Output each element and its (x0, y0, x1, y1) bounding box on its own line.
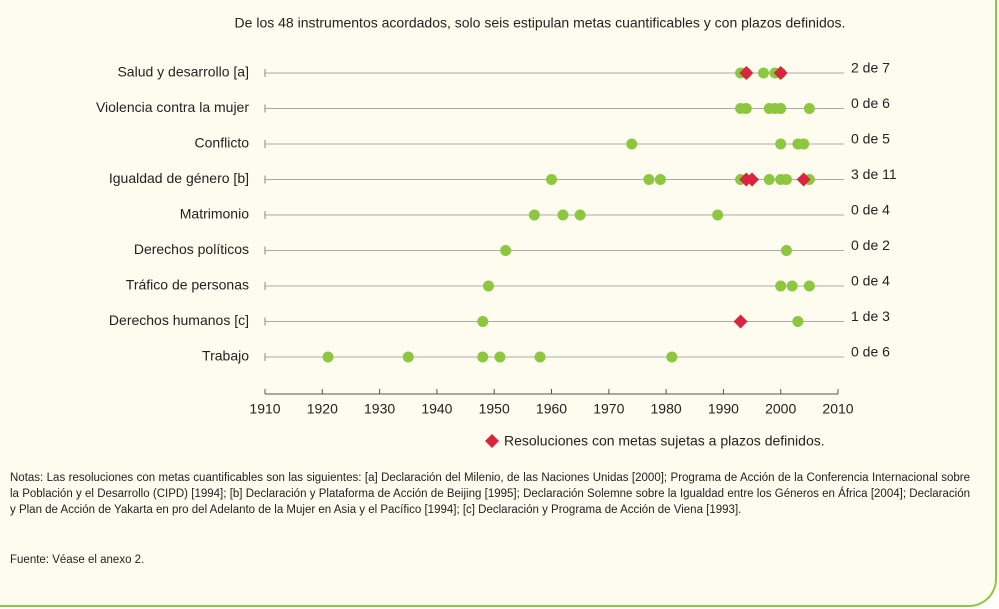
right-label: 0 de 4 (851, 202, 890, 218)
point (322, 351, 334, 363)
x-tick-label: 1930 (364, 401, 395, 417)
point (740, 103, 752, 114)
right-label: 0 de 4 (851, 273, 890, 289)
point (546, 174, 557, 185)
x-tick-label: 1940 (421, 401, 452, 417)
category-label: Trabajo (202, 348, 249, 364)
x-tick-label: 2000 (765, 401, 796, 417)
point (763, 174, 775, 185)
point (534, 351, 546, 363)
point-diamond (733, 314, 748, 329)
point (798, 138, 810, 150)
x-tick-label: 1970 (593, 401, 624, 417)
point (775, 103, 787, 114)
right-label: 0 de 5 (851, 131, 890, 147)
point (780, 174, 792, 185)
point (654, 174, 666, 185)
point-diamond (796, 172, 811, 187)
right-label: 0 de 6 (851, 95, 890, 111)
right-label: 2 de 7 (851, 60, 890, 76)
category-label: Derechos políticos (134, 241, 249, 257)
point (643, 174, 655, 185)
point (528, 209, 540, 221)
x-tick-label: 1920 (307, 401, 338, 417)
category-label: Salud y desarrollo [a] (117, 64, 249, 80)
point (482, 280, 494, 292)
point (786, 280, 798, 292)
point (803, 103, 815, 114)
category-label: Derechos humanos [c] (109, 312, 249, 328)
point (758, 67, 770, 79)
right-label: 1 de 3 (851, 308, 890, 324)
legend-marker (485, 434, 499, 448)
point-diamond (773, 66, 788, 80)
x-tick-label: 1980 (651, 401, 682, 417)
point (792, 316, 804, 327)
point (775, 280, 787, 292)
x-tick-label: 1990 (708, 401, 739, 417)
point (402, 351, 414, 363)
source: Fuente: Véase el anexo 2. (10, 554, 145, 566)
point (494, 351, 506, 363)
point (477, 316, 489, 327)
right-label: 3 de 11 (851, 166, 897, 182)
category-label: Igualdad de género [b] (109, 170, 249, 186)
right-label: 0 de 6 (851, 344, 890, 360)
point-diamond (739, 66, 754, 80)
point-diamond (745, 172, 760, 187)
chart: De los 48 instrumentos acordados, solo s… (96, 15, 897, 449)
point (557, 209, 569, 221)
category-label: Conflicto (195, 135, 250, 151)
point (775, 138, 787, 150)
notes: Notas: Las resoluciones con metas cuanti… (10, 472, 970, 516)
point (666, 351, 678, 363)
x-tick-label: 1950 (479, 401, 510, 417)
point (803, 280, 815, 292)
category-label: Violencia contra la mujer (96, 99, 249, 115)
point (574, 209, 586, 221)
point (500, 245, 512, 256)
point (477, 351, 489, 363)
category-label: Tráfico de personas (126, 277, 249, 293)
x-tick-label: 2010 (822, 401, 853, 417)
right-label: 0 de 2 (851, 237, 890, 253)
x-tick-label: 1910 (249, 401, 280, 417)
x-tick-label: 1960 (536, 401, 567, 417)
category-label: Matrimonio (180, 206, 249, 222)
point (712, 209, 724, 221)
legend-label: Resoluciones con metas sujetas a plazos … (504, 433, 825, 449)
chart-title: De los 48 instrumentos acordados, solo s… (235, 15, 846, 31)
point (626, 138, 638, 150)
point (780, 245, 792, 256)
